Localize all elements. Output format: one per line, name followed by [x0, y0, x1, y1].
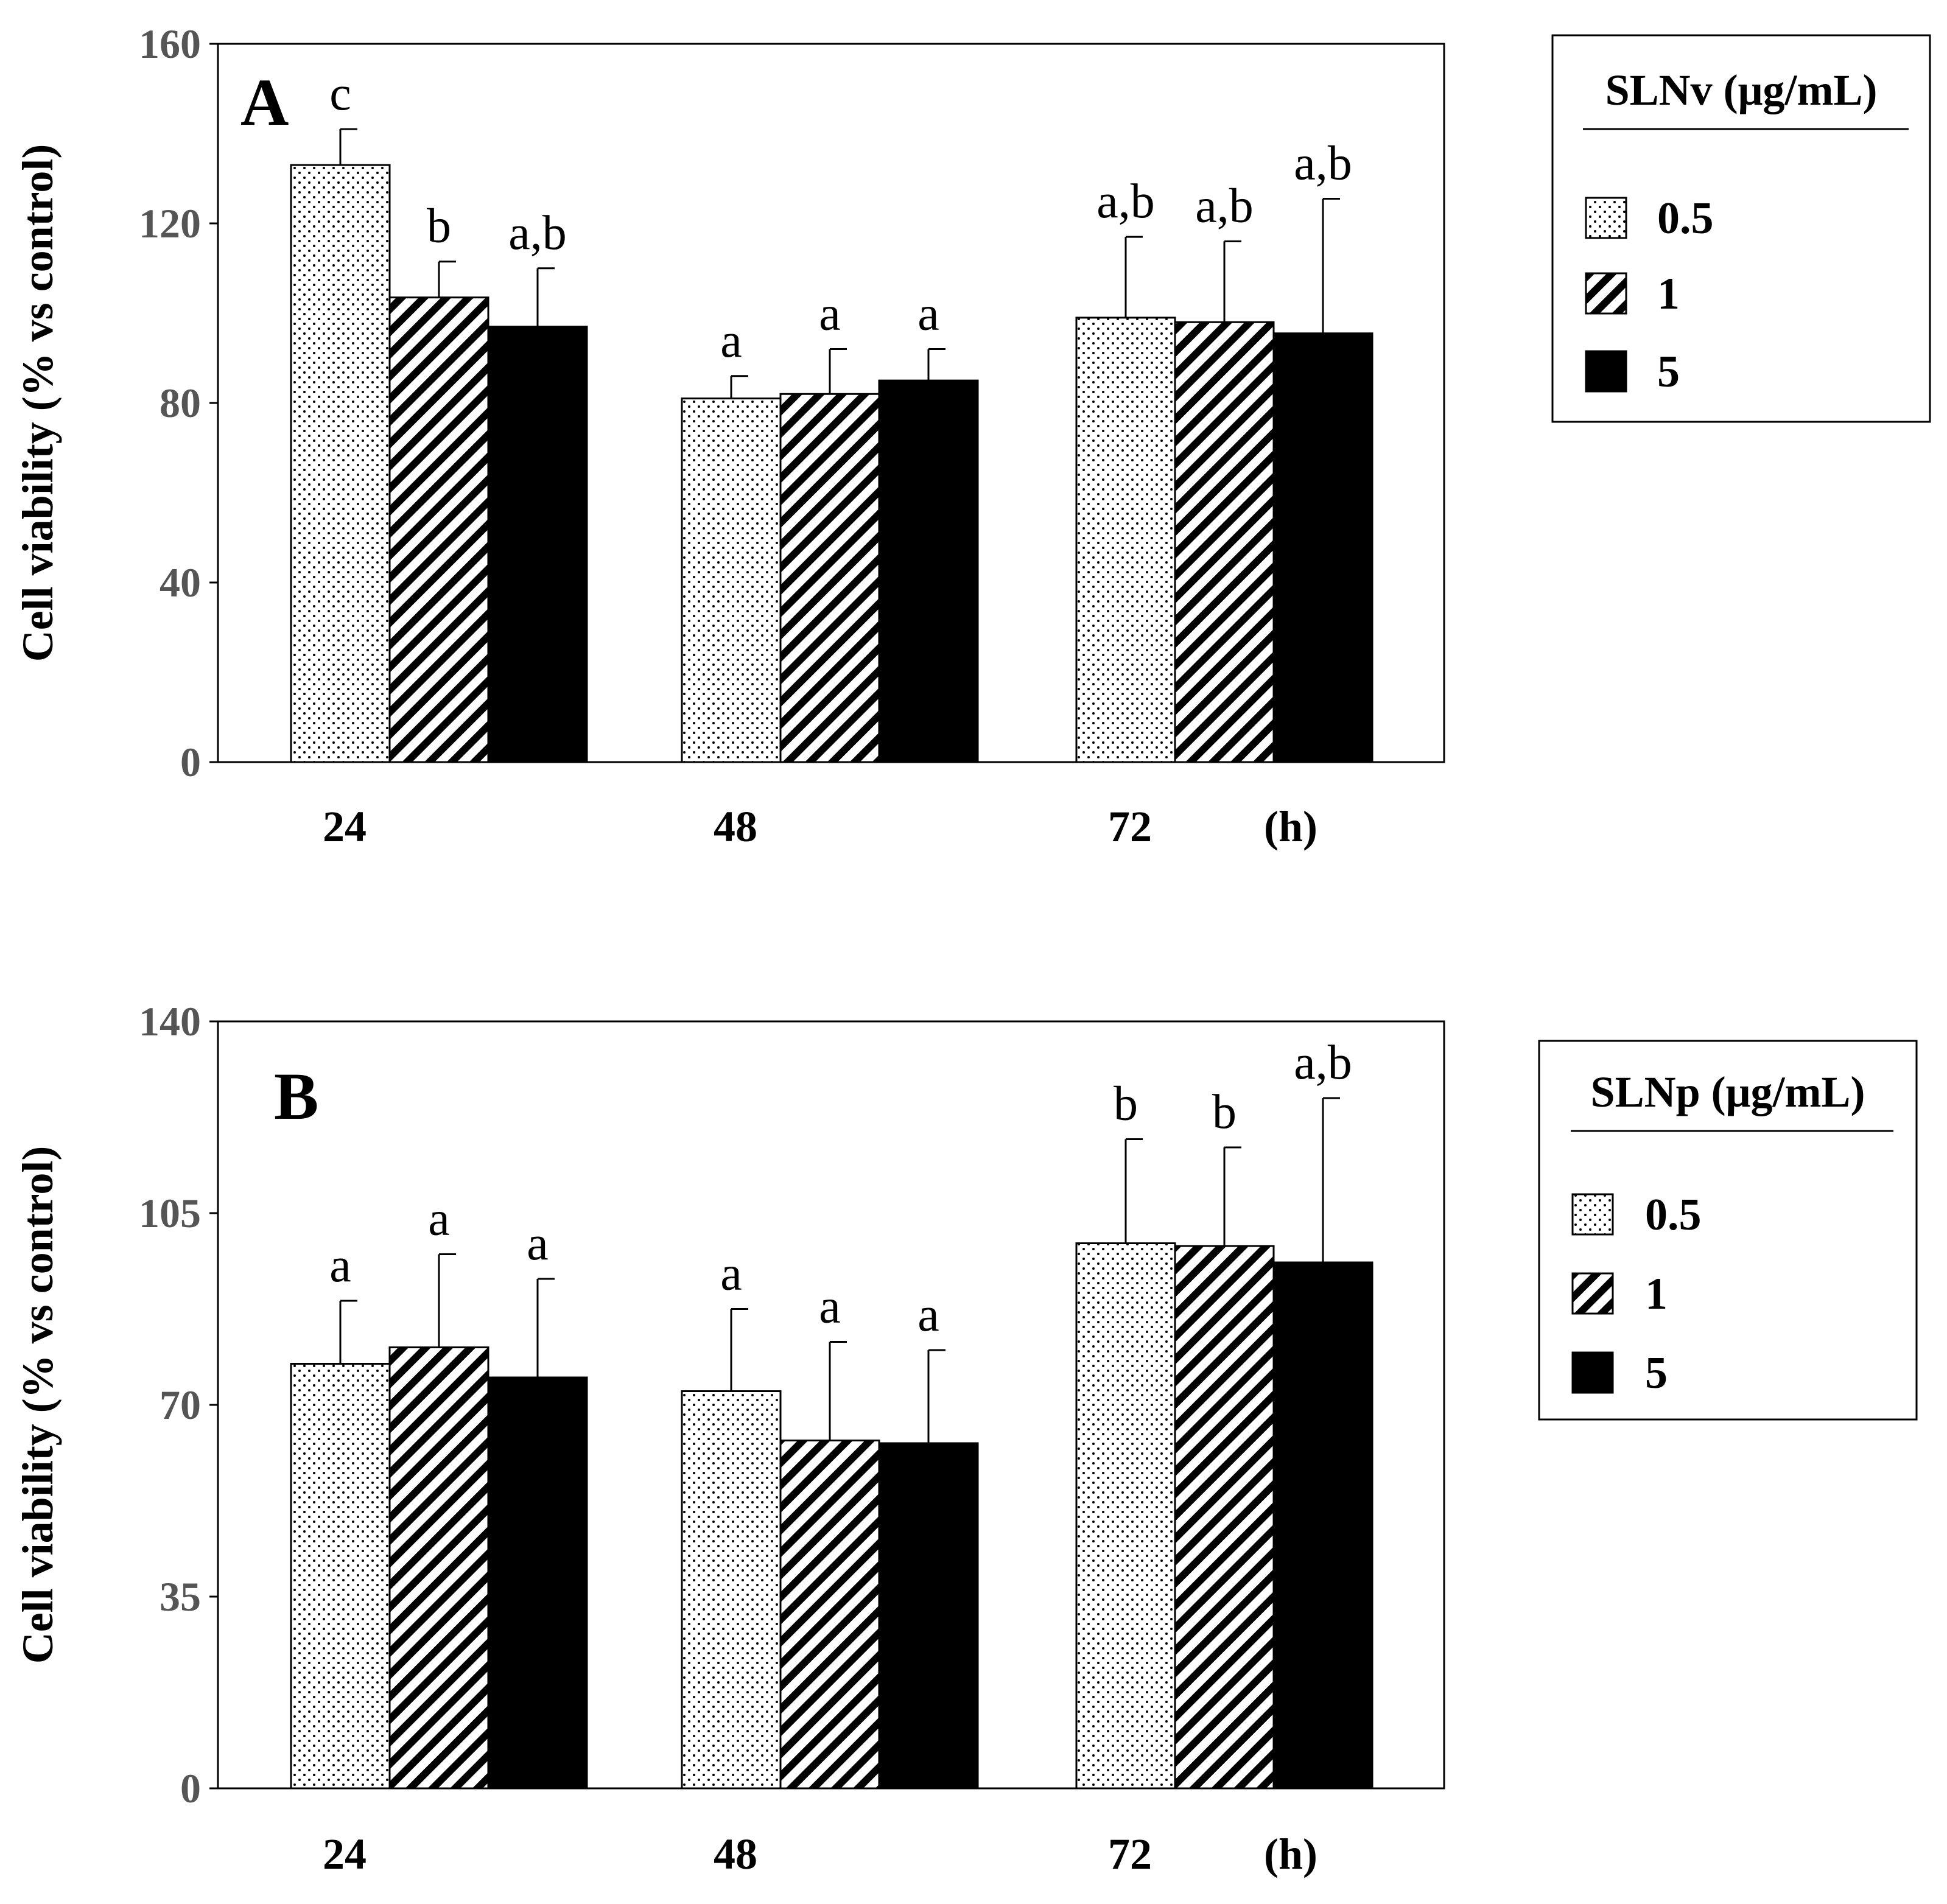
y-tick-label: 0: [180, 739, 201, 785]
significance-label: a,b: [1294, 136, 1352, 190]
x-axis-unit: (h): [1264, 1830, 1317, 1878]
legend-label: 1: [1645, 1269, 1668, 1319]
significance-label: a: [720, 1247, 742, 1301]
bar-0.5-72: [1075, 1242, 1176, 1790]
significance-label: a: [329, 1239, 351, 1292]
y-tick-label: 120: [139, 200, 201, 247]
bar-0.5-24: [290, 164, 391, 763]
legend: SLNp (μg/mL) 0.5 1 5: [1538, 1040, 1918, 1421]
legend-label: 0.5: [1657, 194, 1714, 243]
legend-label: 5: [1645, 1348, 1668, 1398]
significance-label: a: [720, 314, 742, 368]
y-tick-label: 0: [180, 1765, 201, 1811]
significance-label: a: [819, 1280, 841, 1334]
bar-5-72: [1272, 332, 1373, 763]
panel-letter: A: [240, 65, 289, 139]
significance-label: b: [1212, 1085, 1237, 1139]
legend-swatch-solid: [1571, 1351, 1614, 1394]
bar-0.5-48: [681, 1390, 782, 1790]
significance-label: a: [527, 1217, 549, 1270]
significance-label: a,b: [1294, 1036, 1352, 1090]
legend-swatch-hatch: [1585, 272, 1627, 315]
significance-label: b: [427, 200, 451, 253]
y-tick-label: 70: [160, 1382, 201, 1428]
bar-1-72: [1174, 1245, 1275, 1790]
significance-label: b: [1114, 1077, 1138, 1131]
y-tick-label: 35: [160, 1573, 201, 1620]
bar-0.5-48: [681, 397, 782, 763]
x-category-label: 24: [323, 1830, 367, 1878]
y-tick-label: 80: [160, 380, 201, 426]
bar-0.5-24: [290, 1363, 391, 1790]
bar-1-24: [388, 1346, 489, 1790]
legend-label: 1: [1657, 269, 1680, 319]
legend-swatch-solid: [1585, 350, 1627, 393]
x-category-label: 48: [714, 802, 757, 851]
y-tick-label: 160: [139, 21, 201, 67]
legend-label: 5: [1657, 347, 1680, 397]
y-axis-title: Cell viability (% vs control): [13, 144, 62, 662]
significance-label: a,b: [508, 206, 567, 260]
significance-label: a: [819, 287, 841, 341]
legend-swatch-dots: [1585, 197, 1627, 239]
significance-label: c: [329, 67, 351, 121]
y-tick-label: 105: [139, 1190, 201, 1236]
legend-swatch-dots: [1571, 1193, 1614, 1236]
x-axis-unit: (h): [1264, 802, 1317, 851]
panel-letter: B: [274, 1059, 318, 1133]
bar-1-72: [1174, 321, 1275, 763]
x-category-label: 48: [714, 1830, 757, 1878]
bar-5-48: [878, 379, 979, 763]
significance-label: a,b: [1195, 180, 1254, 233]
significance-label: a: [428, 1192, 450, 1246]
chart-panel-a: 0 40 80 120 160 Cell viability (% vs control)…: [13, 21, 1931, 851]
legend: SLNv (μg/mL) 0.5 1 5: [1551, 34, 1931, 423]
legend-label: 0.5: [1645, 1190, 1702, 1240]
bar-0.5-72: [1075, 317, 1176, 763]
x-category-label: 72: [1108, 1830, 1152, 1878]
x-category-label: 24: [323, 802, 367, 851]
legend-title: SLNp (μg/mL): [1591, 1068, 1865, 1116]
bar-1-24: [388, 296, 489, 763]
y-axis-title: Cell viability (% vs control): [13, 1146, 62, 1664]
bar-1-48: [779, 1440, 880, 1790]
chart-panel-b: 0 35 70 105 140 Cell viability (% vs control)…: [13, 998, 1918, 1878]
legend-swatch-hatch: [1571, 1272, 1614, 1315]
bar-5-72: [1272, 1261, 1373, 1790]
bar-5-24: [487, 1376, 588, 1790]
significance-label: a: [917, 1288, 939, 1342]
significance-label: a,b: [1096, 175, 1155, 228]
bar-1-48: [779, 393, 880, 763]
x-category-label: 72: [1108, 802, 1152, 851]
significance-label: a: [917, 287, 939, 341]
bar-5-24: [487, 326, 588, 763]
y-tick-label: 40: [160, 559, 201, 606]
bar-5-48: [878, 1442, 979, 1790]
legend-title: SLNv (μg/mL): [1605, 66, 1878, 114]
y-tick-label: 140: [139, 998, 201, 1045]
